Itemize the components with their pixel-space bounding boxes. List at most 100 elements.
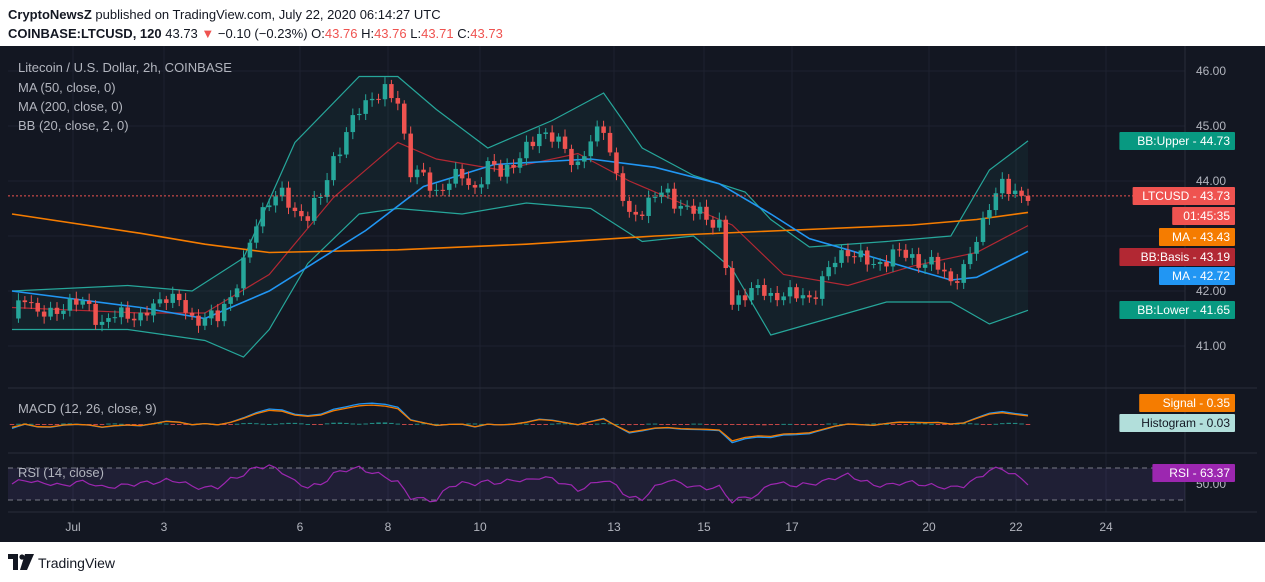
macd-histogram-bar <box>164 423 169 425</box>
candle-body <box>948 271 954 282</box>
macd-histogram-bar <box>691 423 696 425</box>
price-tick: 44.00 <box>1196 174 1226 188</box>
candle-body <box>562 136 568 149</box>
macd-histogram-bar <box>826 423 831 425</box>
time-axis[interactable]: Jul 3 6 8 10 13 15 17 20 22 24 <box>65 520 1113 534</box>
rsi-line <box>11 464 1029 504</box>
candle-body <box>363 100 368 114</box>
candle-body <box>852 256 857 258</box>
chart-svg[interactable]: Litecoin / U.S. Dollar, 2h, COINBASE MA … <box>0 46 1265 542</box>
candle-body <box>35 302 40 312</box>
macd-histogram-bar <box>67 423 73 425</box>
candle-body <box>839 250 844 263</box>
macd-histogram-bar <box>389 422 394 424</box>
footer: TradingView <box>0 542 1265 582</box>
candle-body <box>1000 178 1005 194</box>
candle-body <box>234 288 240 298</box>
candlesticks[interactable] <box>16 77 1031 333</box>
candle-body <box>466 178 471 186</box>
macd-histogram-bar <box>601 423 606 425</box>
tradingview-brand[interactable]: TradingView <box>38 555 116 571</box>
legend-bb[interactable]: BB (20, close, 2, 0) <box>18 118 129 133</box>
price-badge <box>1119 248 1235 266</box>
candle-body <box>86 300 92 304</box>
legend-ma200[interactable]: MA (200, close, 0) <box>18 99 123 114</box>
candle-body <box>910 254 915 258</box>
candle-body <box>414 169 420 178</box>
candle-body <box>768 292 774 296</box>
chart-panel[interactable]: Litecoin / U.S. Dollar, 2h, COINBASE MA … <box>0 46 1265 542</box>
candle-body <box>594 126 600 142</box>
macd-signal-line <box>11 404 1029 442</box>
macd-histogram-bar <box>41 424 47 425</box>
macd-histogram-bar <box>922 423 928 425</box>
macd-histogram-bar <box>402 424 407 425</box>
candle-body <box>504 164 510 177</box>
macd-histogram-bar <box>935 424 941 425</box>
candle-body <box>144 312 150 316</box>
candle-body <box>459 168 465 179</box>
price-badges[interactable]: BB:Upper - 44.73 LTCUSD - 43.73 01:45:35 MA… <box>1119 132 1235 482</box>
macd-histogram-bar <box>787 423 793 425</box>
tradingview-logo-icon[interactable] <box>8 554 34 570</box>
macd-histogram-bar <box>749 424 754 425</box>
macd-histogram-bar <box>884 423 889 425</box>
macd-histogram-bar <box>176 424 182 425</box>
price-tick: 45.00 <box>1196 119 1226 133</box>
macd-histogram-bar <box>729 424 735 425</box>
macd-histogram-bar <box>955 423 960 425</box>
macd-histogram-bar <box>762 424 767 426</box>
macd-histogram-bar <box>318 424 323 425</box>
macd-histogram-bar <box>331 422 336 424</box>
bb-upper-line <box>11 75 1029 292</box>
legend-rsi[interactable]: RSI (14, close) <box>18 465 104 480</box>
price-badge-label: BB:Lower - 41.65 <box>1137 303 1230 317</box>
macd-histogram-bar <box>871 423 876 425</box>
macd-histogram-bar <box>678 424 684 425</box>
candle-body <box>942 269 947 272</box>
macd-histogram-bar <box>356 423 362 425</box>
legend-title[interactable]: Litecoin / U.S. Dollar, 2h, COINBASE <box>18 60 232 75</box>
price-axis[interactable]: 46.00 45.00 44.00 42.00 41.00 50.00 <box>1196 64 1226 491</box>
publisher-text: published on TradingView.com, July 22, 2… <box>95 7 441 22</box>
low-value: 43.71 <box>421 26 454 41</box>
candle-body <box>241 257 246 289</box>
candle-body <box>93 303 98 325</box>
candle-body <box>787 287 793 297</box>
time-tick: 17 <box>785 520 799 534</box>
candle-body <box>279 187 285 197</box>
macd-histogram-bar <box>266 423 272 425</box>
macd-histogram-bar <box>1025 424 1031 425</box>
chart-header: CryptoNewsZ published on TradingView.com… <box>0 0 1265 46</box>
candle-body <box>665 188 671 193</box>
macd-histogram-bar <box>350 423 356 425</box>
macd-histogram-bar <box>781 423 786 425</box>
legend-ma50[interactable]: MA (50, close, 0) <box>18 80 116 95</box>
candle-body <box>858 250 864 258</box>
macd-histogram-bar <box>292 422 298 424</box>
symbol-label[interactable]: COINBASE:LTCUSD, 120 <box>8 26 162 41</box>
time-tick: 20 <box>922 520 936 534</box>
candle-body <box>54 307 60 314</box>
macd-histogram-bar <box>832 423 838 425</box>
publisher-name[interactable]: CryptoNewsZ <box>8 7 92 22</box>
candle-body <box>119 307 124 318</box>
price-badge-label: LTCUSD - 43.73 <box>1142 189 1230 203</box>
candle-body <box>704 206 709 220</box>
candle-body <box>980 217 986 242</box>
candle-body <box>331 156 336 181</box>
candle-body <box>292 207 298 211</box>
price-badge-label: Histogram - 0.03 <box>1141 416 1230 430</box>
legend-macd[interactable]: MACD (12, 26, close, 9) <box>18 401 157 416</box>
candle-body <box>871 263 876 265</box>
macd-histogram-bar <box>131 424 137 425</box>
macd-histogram-bar <box>723 424 729 426</box>
macd-histogram-bar <box>299 423 304 425</box>
candle-body <box>684 205 690 207</box>
candle-body <box>350 115 356 133</box>
macd-histogram-bar <box>774 424 780 425</box>
candle-body <box>74 298 79 305</box>
candle-body <box>845 250 851 257</box>
price-badge <box>1119 414 1235 432</box>
price-badge-label: BB:Basis - 43.19 <box>1141 250 1231 264</box>
